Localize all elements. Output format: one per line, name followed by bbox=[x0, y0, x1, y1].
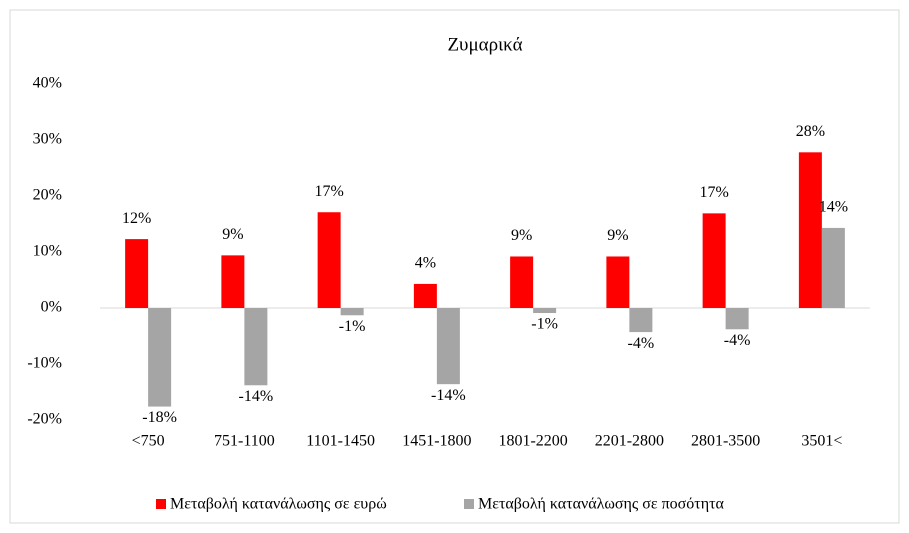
y-tick-label: 30% bbox=[33, 131, 62, 148]
bar bbox=[510, 256, 534, 308]
bar bbox=[606, 256, 630, 308]
y-tick-label: -20% bbox=[27, 411, 62, 428]
x-tick-label: 1451-1800 bbox=[402, 433, 471, 450]
data-label: 9% bbox=[607, 227, 628, 244]
y-tick-label: 10% bbox=[33, 243, 62, 260]
legend-label: Μεταβολή κατανάλωσης σε ευρώ bbox=[170, 496, 387, 513]
data-label: -14% bbox=[239, 388, 274, 405]
bar bbox=[317, 212, 341, 308]
legend-swatch bbox=[464, 499, 474, 509]
data-label: 9% bbox=[222, 226, 243, 243]
y-tick-label: -10% bbox=[27, 355, 62, 372]
data-label: 28% bbox=[796, 123, 825, 140]
data-label: 12% bbox=[122, 210, 151, 227]
bar bbox=[798, 152, 822, 308]
data-label: -1% bbox=[339, 318, 366, 335]
data-label: 9% bbox=[511, 227, 532, 244]
x-tick-label: 2801-3500 bbox=[691, 433, 760, 450]
data-label: 14% bbox=[819, 199, 848, 216]
x-tick-label: 2201-2800 bbox=[595, 433, 664, 450]
bar bbox=[436, 308, 460, 385]
bar bbox=[340, 308, 364, 316]
bar bbox=[244, 308, 268, 386]
bar bbox=[221, 255, 245, 308]
chart-border bbox=[9, 9, 900, 524]
bar bbox=[629, 308, 653, 333]
bar bbox=[533, 308, 557, 314]
x-tick-label: 3501< bbox=[801, 433, 842, 450]
bar bbox=[821, 227, 845, 308]
legend-swatch bbox=[156, 499, 166, 509]
data-label: 17% bbox=[314, 183, 343, 200]
y-tick-label: 20% bbox=[33, 187, 62, 204]
bar bbox=[125, 239, 149, 308]
x-tick-label: 1801-2200 bbox=[498, 433, 567, 450]
data-label: -4% bbox=[628, 335, 655, 352]
data-label: -4% bbox=[724, 332, 751, 349]
bar bbox=[725, 308, 749, 330]
data-label: 17% bbox=[699, 184, 728, 201]
x-tick-label: <750 bbox=[132, 433, 165, 450]
bar bbox=[148, 308, 172, 407]
y-tick-label: 0% bbox=[41, 299, 62, 316]
data-label: -14% bbox=[431, 387, 466, 404]
legend-label: Μεταβολή κατανάλωσης σε ποσότητα bbox=[478, 496, 725, 513]
x-tick-label: 1101-1450 bbox=[306, 433, 375, 450]
bar bbox=[413, 283, 437, 308]
data-label: -18% bbox=[142, 409, 177, 426]
data-label: 4% bbox=[415, 255, 436, 272]
x-tick-label: 751-1100 bbox=[214, 433, 275, 450]
y-tick-label: 40% bbox=[33, 75, 62, 92]
data-label: -1% bbox=[531, 316, 558, 333]
bar bbox=[702, 213, 726, 308]
chart-title: Ζυμαρικά bbox=[447, 34, 522, 55]
